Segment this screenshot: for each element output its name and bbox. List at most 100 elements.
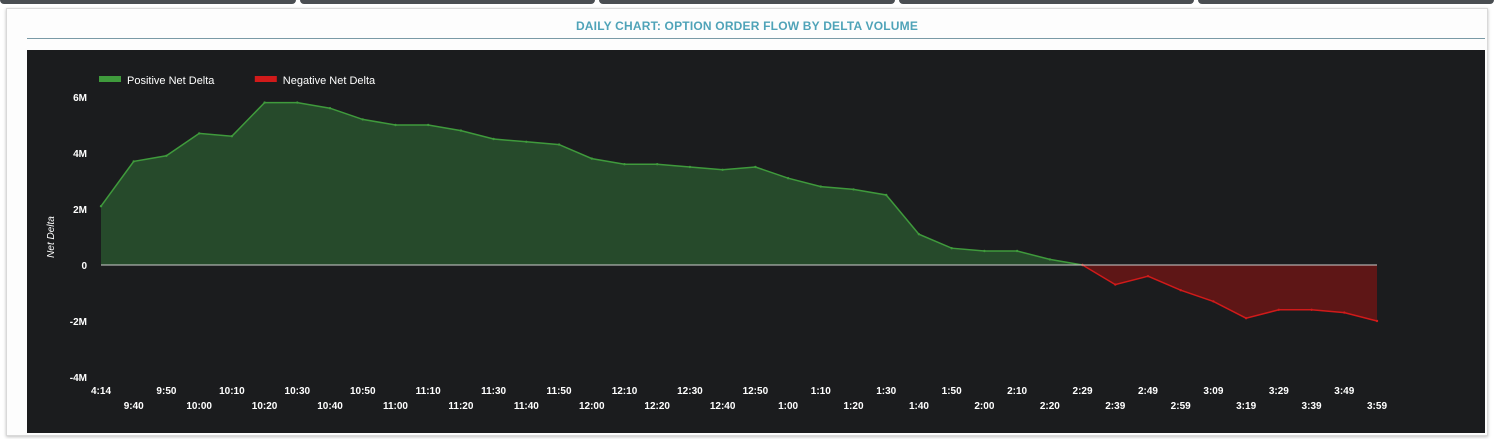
x-tick-label: 10:30 xyxy=(285,386,311,397)
data-point xyxy=(460,129,462,131)
data-point xyxy=(296,101,298,103)
data-point xyxy=(558,143,560,145)
top-tab-strip xyxy=(0,0,1494,6)
tab-edge[interactable] xyxy=(0,0,296,4)
tab-edge[interactable] xyxy=(1198,0,1494,4)
x-tick-label: 3:59 xyxy=(1367,401,1387,412)
x-tick-label: 3:09 xyxy=(1203,386,1223,397)
data-point xyxy=(525,141,527,143)
data-point xyxy=(918,233,920,235)
negative-area xyxy=(1083,265,1378,321)
legend-label: Negative Net Delta xyxy=(283,75,376,87)
x-tick-label: 2:29 xyxy=(1073,386,1093,397)
x-tick-label: 1:50 xyxy=(942,386,962,397)
data-point xyxy=(1212,300,1214,302)
x-tick-label: 1:20 xyxy=(844,401,864,412)
tab-edge[interactable] xyxy=(599,0,895,4)
data-point xyxy=(787,177,789,179)
x-tick-label: 2:20 xyxy=(1040,401,1060,412)
data-point xyxy=(689,166,691,168)
data-point xyxy=(754,166,756,168)
x-tick-label: 10:50 xyxy=(350,386,376,397)
legend-swatch xyxy=(99,76,121,82)
data-point xyxy=(1114,283,1116,285)
data-point xyxy=(100,205,102,207)
x-tick-label: 10:00 xyxy=(186,401,212,412)
data-point xyxy=(852,188,854,190)
x-tick-label: 1:10 xyxy=(811,386,831,397)
x-tick-label: 11:40 xyxy=(514,401,539,412)
x-tick-label: 2:10 xyxy=(1007,386,1027,397)
x-tick-label: 3:39 xyxy=(1302,401,1322,412)
x-tick-label: 12:10 xyxy=(612,386,638,397)
x-tick-label: 2:39 xyxy=(1105,401,1125,412)
x-tick-label: 2:49 xyxy=(1138,386,1158,397)
tab-edge[interactable] xyxy=(899,0,1195,4)
data-point xyxy=(656,163,658,165)
x-tick-label: 3:19 xyxy=(1236,401,1256,412)
data-point xyxy=(427,124,429,126)
x-tick-label: 3:49 xyxy=(1334,386,1354,397)
x-tick-label: 11:00 xyxy=(383,401,408,412)
data-point xyxy=(492,138,494,140)
x-tick-label: 12:20 xyxy=(644,401,670,412)
y-axis-label: Net Delta xyxy=(46,216,57,258)
x-tick-label: 12:00 xyxy=(579,401,605,412)
data-point xyxy=(591,157,593,159)
data-point xyxy=(263,101,265,103)
x-tick-label: 9:50 xyxy=(156,386,176,397)
data-point xyxy=(133,160,135,162)
legend-swatch xyxy=(255,76,277,82)
x-tick-label: 1:30 xyxy=(876,386,896,397)
data-point xyxy=(885,194,887,196)
data-point xyxy=(1376,320,1378,322)
data-point xyxy=(362,118,364,120)
data-point xyxy=(1147,275,1149,277)
data-point xyxy=(1180,289,1182,291)
x-tick-label: 10:10 xyxy=(219,386,245,397)
data-point xyxy=(983,250,985,252)
chart-panel: DAILY CHART: OPTION ORDER FLOW BY DELTA … xyxy=(6,8,1488,436)
title-divider xyxy=(27,38,1485,39)
data-point xyxy=(1278,309,1280,311)
x-tick-label: 11:20 xyxy=(448,401,473,412)
data-point xyxy=(951,247,953,249)
chart-area: Net Delta 6M 4M 2M 0 -2M -4M 4:14 9:40 9:50 10:00 1… xyxy=(27,50,1485,433)
y-tick-label: -2M xyxy=(70,317,87,328)
x-tick-label: 10:40 xyxy=(317,401,343,412)
x-tick-label: 12:50 xyxy=(743,386,769,397)
tab-edge[interactable] xyxy=(300,0,596,4)
data-point xyxy=(231,135,233,137)
y-tick-label: -4M xyxy=(70,373,87,384)
data-point xyxy=(1310,309,1312,311)
y-tick-label: 4M xyxy=(73,149,87,160)
x-tick-label: 9:40 xyxy=(124,401,144,412)
x-tick-label: 2:00 xyxy=(974,401,994,412)
x-tick-label: 12:30 xyxy=(677,386,703,397)
data-point xyxy=(1245,317,1247,319)
y-tick-label: 6M xyxy=(73,93,87,104)
x-tick-label: 1:40 xyxy=(909,401,929,412)
data-point xyxy=(165,155,167,157)
y-tick-label: 0 xyxy=(81,261,87,272)
x-tick-label: 11:30 xyxy=(481,386,506,397)
net-delta-chart: Net Delta 6M 4M 2M 0 -2M -4M 4:14 9:40 9:50 10:00 1… xyxy=(27,50,1485,433)
x-tick-label: 12:40 xyxy=(710,401,736,412)
data-point xyxy=(329,107,331,109)
legend-label: Positive Net Delta xyxy=(127,75,215,87)
x-tick-label: 4:14 xyxy=(91,386,111,397)
x-tick-label: 3:29 xyxy=(1269,386,1289,397)
x-tick-label: 11:50 xyxy=(547,386,572,397)
data-point xyxy=(394,124,396,126)
data-point xyxy=(1049,258,1051,260)
data-point xyxy=(1343,311,1345,313)
data-point xyxy=(198,132,200,134)
data-point xyxy=(1016,250,1018,252)
x-tick-label: 1:00 xyxy=(778,401,798,412)
y-tick-label: 2M xyxy=(73,205,87,216)
data-point xyxy=(623,163,625,165)
data-point xyxy=(820,185,822,187)
x-tick-label: 10:20 xyxy=(252,401,278,412)
x-tick-label: 11:10 xyxy=(416,386,441,397)
panel-title: DAILY CHART: OPTION ORDER FLOW BY DELTA … xyxy=(7,19,1487,33)
